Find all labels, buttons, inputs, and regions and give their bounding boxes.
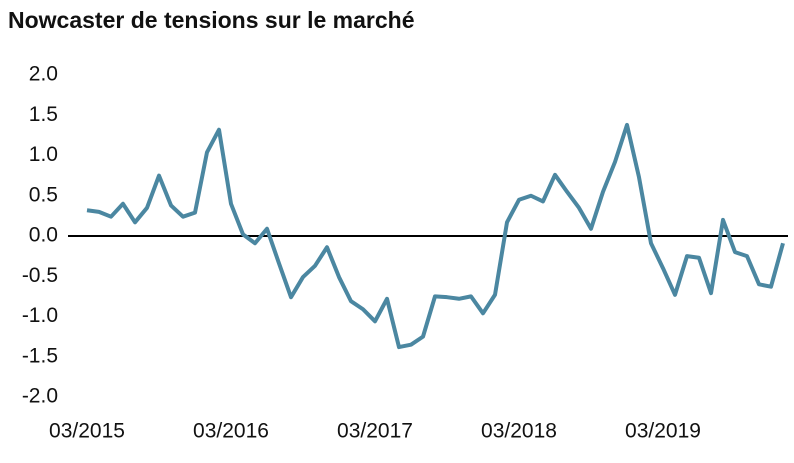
x-tick-label: 03/2019 xyxy=(625,420,701,443)
y-tick-label: -1.0 xyxy=(22,304,58,327)
y-tick-label: 2.0 xyxy=(29,63,58,86)
y-tick-label: 0.5 xyxy=(29,183,58,206)
x-tick-label: 03/2015 xyxy=(49,420,125,443)
x-tick-label: 03/2016 xyxy=(193,420,269,443)
y-tick-label: -2.0 xyxy=(22,385,58,408)
x-tick-label: 03/2018 xyxy=(481,420,557,443)
y-tick-label: -0.5 xyxy=(22,264,58,287)
chart-title: Nowcaster de tensions sur le marché xyxy=(8,7,415,33)
y-tick-label: 1.0 xyxy=(29,143,58,166)
x-tick-label: 03/2017 xyxy=(337,420,413,443)
series-line xyxy=(86,122,785,350)
y-tick-label: 0.0 xyxy=(29,224,58,247)
y-tick-label: 1.5 xyxy=(29,103,58,126)
y-tick-label: -1.5 xyxy=(22,344,58,367)
